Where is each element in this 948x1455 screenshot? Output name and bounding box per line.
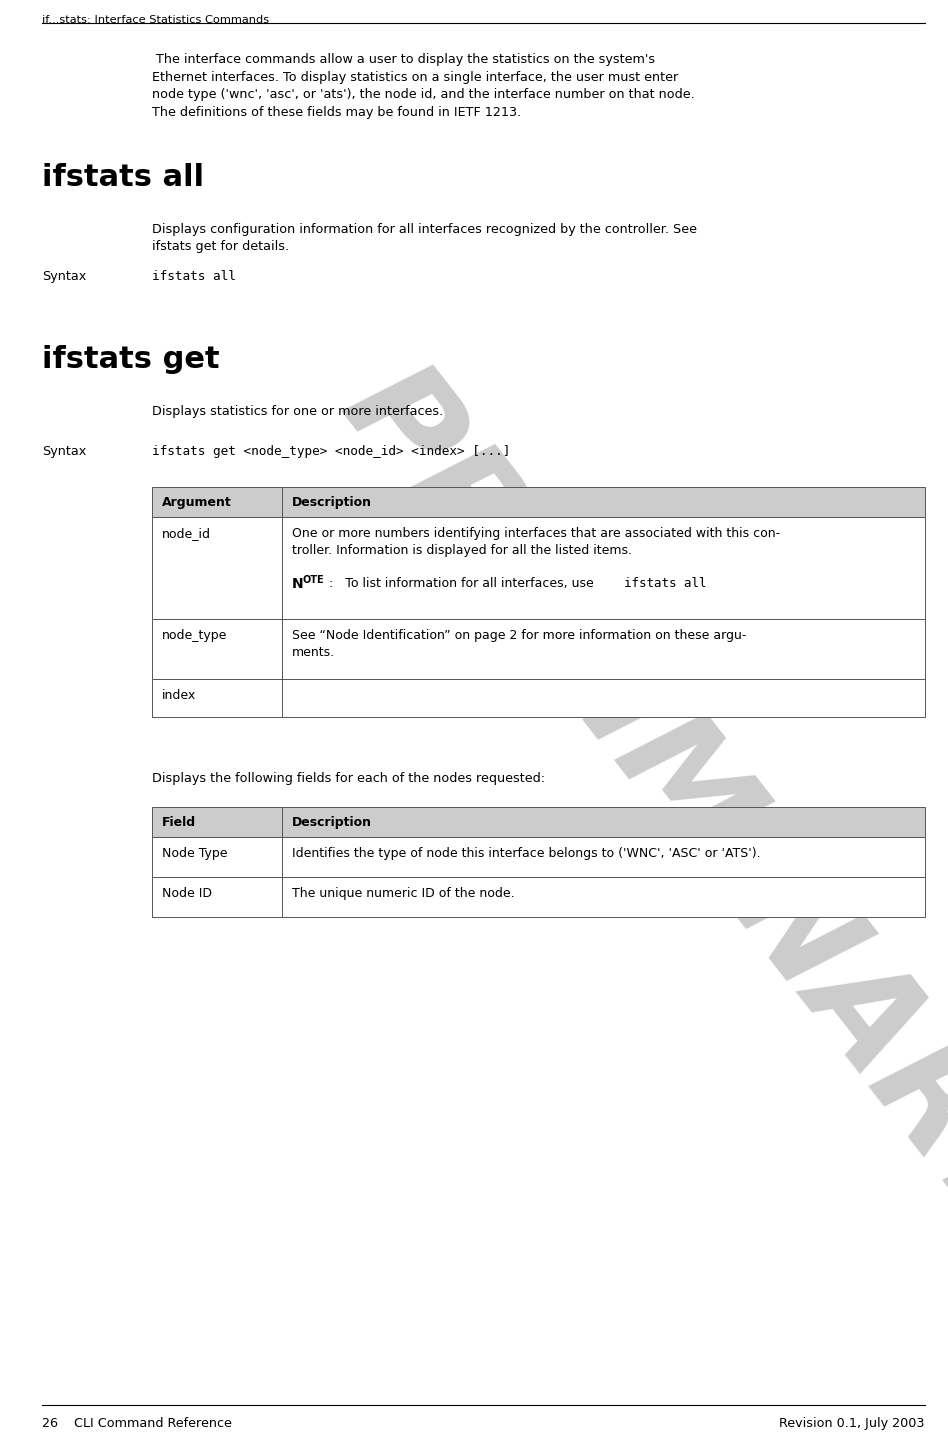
Text: The unique numeric ID of the node.: The unique numeric ID of the node. <box>292 888 515 901</box>
Text: ifstats all: ifstats all <box>42 163 204 192</box>
Text: Displays configuration information for all interfaces recognized by the controll: Displays configuration information for a… <box>152 223 697 253</box>
Text: ifstats all: ifstats all <box>152 271 236 284</box>
Text: Syntax: Syntax <box>42 445 86 458</box>
Text: PRELIMINARY: PRELIMINARY <box>315 345 948 1256</box>
Text: See “Node Identification” on page 2 for more information on these argu-
ments.: See “Node Identification” on page 2 for … <box>292 629 746 659</box>
Text: N: N <box>292 578 303 591</box>
Text: node_type: node_type <box>162 629 228 642</box>
Text: Field: Field <box>162 815 196 828</box>
Bar <box>152 837 925 877</box>
Text: index: index <box>162 690 196 701</box>
Text: ifstats all: ifstats all <box>624 578 706 589</box>
Text: Argument: Argument <box>162 496 231 508</box>
Text: :   To list information for all interfaces, use: : To list information for all interfaces… <box>329 578 598 589</box>
Bar <box>152 517 925 618</box>
Text: Displays the following fields for each of the nodes requested:: Displays the following fields for each o… <box>152 773 545 786</box>
Bar <box>152 808 925 837</box>
Text: One or more numbers identifying interfaces that are associated with this con-
tr: One or more numbers identifying interfac… <box>292 527 780 557</box>
Text: Node ID: Node ID <box>162 888 212 901</box>
Text: OTE: OTE <box>302 575 324 585</box>
Bar <box>152 618 925 679</box>
Bar <box>152 877 925 917</box>
Text: Displays statistics for one or more interfaces.: Displays statistics for one or more inte… <box>152 404 444 418</box>
Bar <box>152 487 925 517</box>
Text: Revision 0.1, July 2003: Revision 0.1, July 2003 <box>779 1417 925 1430</box>
Text: node_id: node_id <box>162 527 211 540</box>
Text: Identifies the type of node this interface belongs to ('WNC', 'ASC' or 'ATS').: Identifies the type of node this interfa… <box>292 847 760 860</box>
Text: The interface commands allow a user to display the statistics on the system's
Et: The interface commands allow a user to d… <box>152 52 695 118</box>
Text: Node Type: Node Type <box>162 847 228 860</box>
Text: .: . <box>694 578 698 589</box>
Text: if...stats: Interface Statistics Commands: if...stats: Interface Statistics Command… <box>42 15 269 25</box>
Text: Syntax: Syntax <box>42 271 86 284</box>
Text: Description: Description <box>292 496 372 508</box>
Text: Description: Description <box>292 815 372 828</box>
Text: ifstats get <node_type> <node_id> <index> [...]: ifstats get <node_type> <node_id> <index… <box>152 445 510 458</box>
Text: 26    CLI Command Reference: 26 CLI Command Reference <box>42 1417 232 1430</box>
Text: ifstats get: ifstats get <box>42 345 220 374</box>
Bar <box>152 679 925 717</box>
